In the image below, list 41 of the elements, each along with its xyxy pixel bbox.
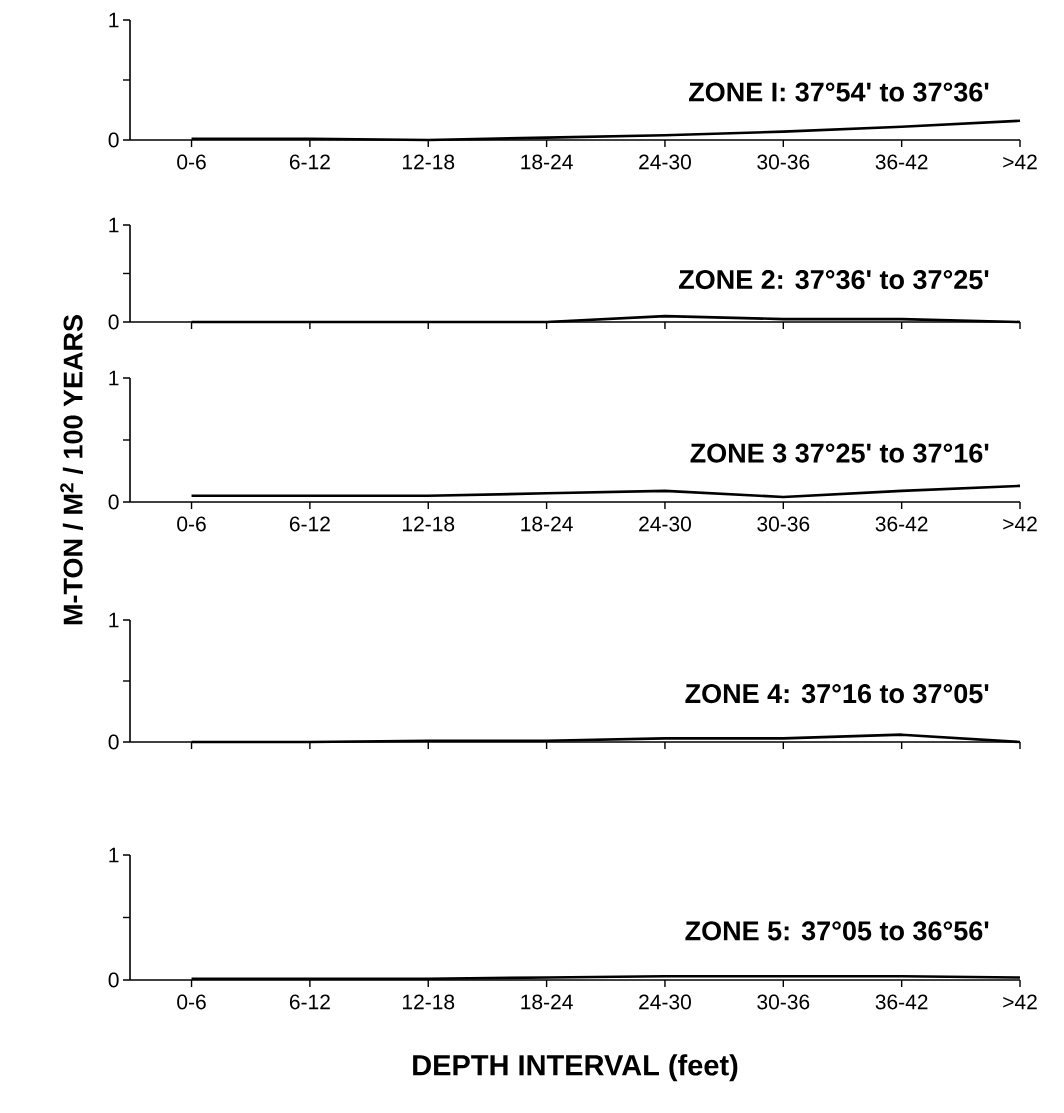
y-tick-label: 0	[108, 132, 119, 148]
x-tick-label: 6-12	[289, 154, 330, 170]
x-tick-label: >42	[1003, 154, 1037, 170]
y-tick-label: 0	[108, 972, 119, 988]
y-tick-label: 1	[109, 217, 119, 233]
x-tick-label: 24-30	[639, 516, 691, 532]
y-tick-label: 1	[109, 370, 119, 386]
x-tick-label: 18-24	[521, 994, 573, 1010]
x-tick-label: 30-36	[757, 154, 810, 170]
x-tick-label: 12-18	[402, 154, 455, 170]
x-tick-label: 0-6	[177, 994, 206, 1010]
text: ZONE 2: 37°36' to 37°25'	[679, 270, 989, 290]
x-tick-label: 12-18	[402, 516, 455, 532]
x-tick-label: 18-24	[521, 516, 573, 532]
x-tick-label: 0-6	[177, 516, 206, 532]
y-axis-title: M-TON / M$^{2}$ / 100 YEARS	[60, 315, 83, 625]
x-axis-title: DEPTH INTERVAL (feet)	[413, 1054, 738, 1082]
y-tick-label: 1	[109, 12, 119, 28]
text: ZONE 4: 37°16 to 37°05'	[685, 684, 989, 704]
x-tick-label: 24-30	[639, 994, 691, 1010]
x-tick-label: 24-30	[639, 154, 691, 170]
x-tick-label: 12-18	[402, 994, 455, 1010]
y-tick-label: 0	[108, 494, 119, 510]
x-tick-label: 36-42	[875, 154, 928, 170]
y-tick-label: 1	[109, 612, 119, 628]
x-tick-label: 6-12	[289, 516, 330, 532]
y-tick-label: 0	[108, 734, 119, 750]
y-tick-label: 1	[109, 847, 119, 863]
x-tick-label: 0-6	[177, 154, 206, 170]
x-tick-label: >42	[1003, 994, 1037, 1010]
text: ZONE I: 37°54' to 37°36'	[689, 82, 989, 102]
x-tick-label: >42	[1003, 516, 1037, 532]
x-tick-label: 36-42	[875, 994, 928, 1010]
text: ZONE 5: 37°05 to 36°56'	[685, 921, 989, 941]
x-tick-label: 30-36	[757, 516, 810, 532]
text: ZONE 3 37°25' to 37°16'	[690, 443, 989, 463]
x-tick-label: 18-24	[521, 154, 573, 170]
x-tick-label: 6-12	[289, 994, 330, 1010]
y-tick-label: 0	[108, 314, 119, 330]
x-tick-label: 36-42	[875, 516, 928, 532]
x-tick-label: 30-36	[757, 994, 810, 1010]
